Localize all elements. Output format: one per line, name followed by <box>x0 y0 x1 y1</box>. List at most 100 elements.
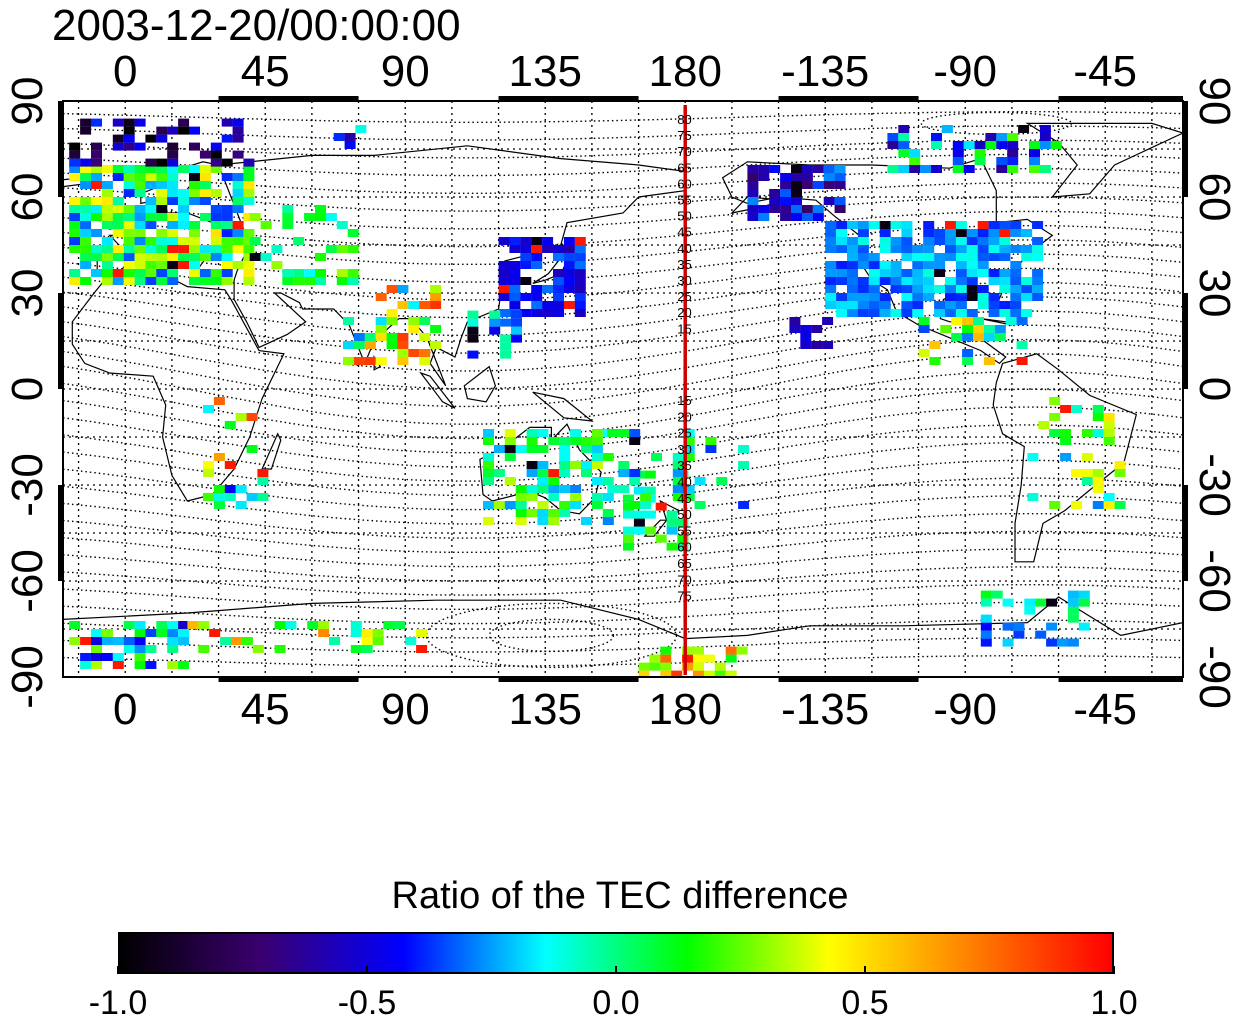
colorbar-tick-mark <box>117 966 119 974</box>
tec-cell <box>633 518 645 527</box>
tec-cell <box>167 229 179 237</box>
tec-cell <box>655 502 667 511</box>
tec-cell <box>952 149 964 157</box>
tec-cell <box>123 237 135 245</box>
tec-cell <box>909 157 921 165</box>
tec-cell <box>1021 293 1033 301</box>
tec-cell <box>1081 477 1093 485</box>
tec-cell <box>167 173 179 181</box>
tec-cell <box>419 317 431 325</box>
tec-cell <box>520 261 532 269</box>
tec-cell <box>901 269 913 277</box>
tec-cell <box>836 229 848 237</box>
tec-cell <box>189 277 200 285</box>
tec-cell <box>156 126 168 135</box>
tec-cell <box>801 165 813 173</box>
tec-cell <box>167 158 179 167</box>
tec-cell <box>520 293 532 301</box>
tec-cell <box>1049 429 1061 437</box>
tec-cell <box>1029 157 1040 165</box>
tec-cell <box>249 237 261 245</box>
tec-cell <box>825 221 837 229</box>
tec-cell <box>123 126 135 135</box>
tec-cell <box>836 277 848 285</box>
tec-cell <box>988 309 1000 317</box>
tec-cell <box>1114 461 1126 469</box>
tec-cell <box>1021 229 1033 237</box>
tec-cell <box>1067 606 1079 615</box>
left-lat-label: 60 <box>3 173 52 222</box>
tec-cell <box>220 637 232 645</box>
contour-label: 75 <box>677 589 691 604</box>
tec-cell <box>231 637 242 645</box>
tec-cell <box>1049 413 1061 421</box>
tec-cell <box>80 126 92 135</box>
tec-cell <box>693 670 704 677</box>
tec-cell <box>408 325 420 333</box>
tec-cell <box>167 213 179 221</box>
tec-cell <box>375 325 387 333</box>
tec-cell <box>189 181 200 189</box>
contour-label: 65 <box>677 160 691 175</box>
tec-cell <box>232 181 244 189</box>
tec-cell <box>977 261 989 269</box>
tec-cell <box>91 645 102 653</box>
coastline <box>992 353 1138 563</box>
tec-cell <box>101 181 113 189</box>
tec-cell <box>145 253 157 261</box>
tec-cell <box>123 181 135 189</box>
tec-cell <box>901 285 913 293</box>
tec-cell <box>199 165 211 173</box>
tec-cell <box>293 269 305 277</box>
tec-cell <box>666 542 678 551</box>
tec-cell <box>134 221 146 229</box>
tec-cell <box>955 301 967 309</box>
tec-cell <box>607 485 619 493</box>
tec-cell <box>574 237 586 245</box>
tec-cell <box>738 445 750 453</box>
tec-cell <box>80 661 92 669</box>
tec-cell <box>80 229 92 237</box>
tec-cell <box>791 189 802 197</box>
tec-cell <box>1021 285 1033 293</box>
tec-cell <box>467 318 479 327</box>
tec-cell <box>1067 614 1079 623</box>
tec-cell <box>224 461 236 469</box>
tec-cell <box>996 133 1008 141</box>
contour-labels: 8075706560555045403530252015152025303540… <box>677 112 691 604</box>
tec-cell <box>315 205 326 213</box>
tec-cell <box>350 621 362 629</box>
tec-cell <box>325 213 337 221</box>
tec-cell <box>1021 253 1033 261</box>
bottom-axis-bar <box>498 677 639 682</box>
tec-cell <box>383 621 395 629</box>
tec-cell <box>996 165 1008 173</box>
top-lon-label: 0 <box>113 47 137 96</box>
tec-cell <box>101 269 113 277</box>
left-axis-bar <box>58 485 63 581</box>
tec-cell <box>156 629 168 637</box>
tec-cell <box>318 629 330 637</box>
tec-cell <box>221 245 233 253</box>
tec-cell <box>210 229 222 237</box>
tec-cell <box>940 325 952 333</box>
tec-cell <box>156 181 168 189</box>
tec-cell <box>167 261 179 269</box>
tec-cell <box>156 134 168 143</box>
tec-cell <box>156 189 168 197</box>
tec-cell <box>156 253 168 261</box>
tec-cell <box>397 285 409 293</box>
tec-cell <box>315 213 326 221</box>
tec-cell <box>483 469 494 477</box>
tec-cell <box>868 301 880 309</box>
tec-cell <box>747 173 759 181</box>
tec-cell <box>101 205 113 213</box>
tec-cell <box>977 237 989 245</box>
tec-cell <box>91 213 102 221</box>
tec-cell <box>789 325 801 333</box>
tec-cell <box>493 501 505 509</box>
left-lat-label: -30 <box>3 453 52 517</box>
tec-cell <box>705 445 717 453</box>
tec-cell <box>912 293 924 301</box>
tec-cell <box>822 341 834 349</box>
